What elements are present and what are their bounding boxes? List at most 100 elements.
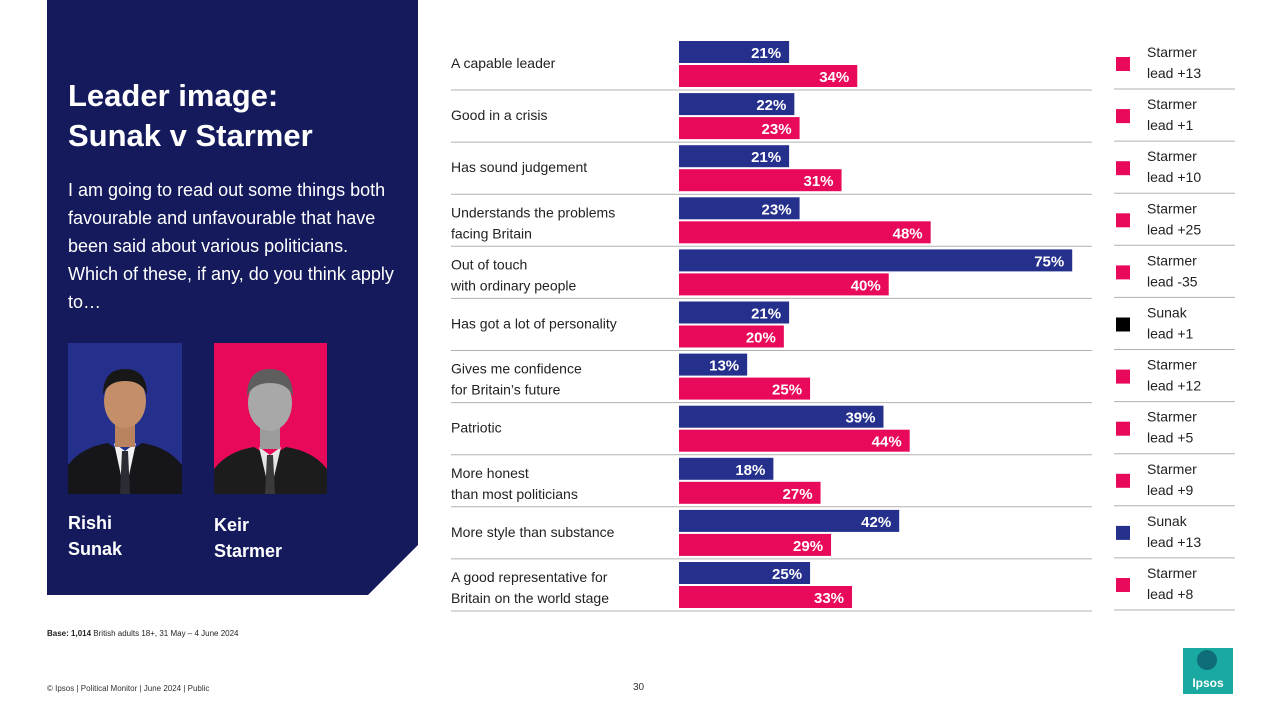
category-label: More honest [451, 465, 529, 481]
category-label: for Britain’s future [451, 382, 561, 398]
starmer-photo [214, 343, 327, 494]
lead-marker [1116, 473, 1130, 488]
starmer-name: Keir Starmer [214, 512, 282, 564]
category-label: A good representative for [451, 569, 608, 585]
lead-value: lead +13 [1147, 65, 1201, 81]
title-line-1: Leader image: [68, 78, 279, 113]
sunak-value-label: 25% [772, 566, 802, 583]
lead-leader: Starmer [1147, 148, 1197, 164]
sunak-value-label: 23% [762, 201, 792, 218]
sunak-value-label: 75% [1034, 253, 1064, 270]
sunak-portrait-icon [68, 369, 182, 494]
category-label: with ordinary people [450, 277, 577, 293]
title-panel [47, 0, 418, 595]
lead-marker [1116, 578, 1130, 592]
category-label: A capable leader [451, 55, 556, 71]
lead-leader: Starmer [1147, 252, 1197, 268]
lead-marker [1116, 317, 1130, 332]
sunak-value-label: 22% [756, 97, 786, 114]
sunak-value-label: 13% [709, 358, 739, 375]
footer-text: © Ipsos | Political Monitor | June 2024 … [47, 684, 210, 693]
starmer-value-label: 20% [746, 330, 776, 347]
starmer-value-label: 25% [772, 382, 802, 399]
lead-leader: Sunak [1147, 305, 1188, 321]
starmer-bar [679, 273, 889, 296]
sunak-value-label: 42% [861, 514, 891, 531]
page-number: 30 [633, 682, 645, 693]
sunak-first-name: Rishi [68, 513, 113, 533]
sunak-bar [679, 93, 795, 116]
starmer-bar [679, 65, 858, 87]
sunak-bar [679, 301, 790, 324]
sunak-name: Rishi Sunak [68, 510, 122, 562]
sunak-bar [679, 405, 884, 428]
base-label: Base: [47, 629, 69, 638]
lead-value: lead +12 [1147, 378, 1201, 394]
starmer-value-label: 34% [819, 69, 849, 86]
starmer-value-label: 44% [872, 434, 902, 451]
starmer-bar [679, 481, 821, 504]
sunak-photo [68, 343, 182, 494]
lead-marker [1116, 369, 1130, 384]
category-label: Gives me confidence [451, 361, 582, 377]
ipsos-logo-text: Ipsos [1192, 676, 1224, 690]
starmer-bar [679, 221, 931, 244]
sunak-value-label: 21% [751, 149, 781, 166]
lead-marker [1116, 525, 1130, 540]
category-label: facing Britain [451, 225, 532, 241]
lead-leader: Starmer [1147, 200, 1197, 216]
sunak-value-label: 39% [845, 410, 875, 427]
starmer-value-label: 31% [804, 173, 834, 190]
lead-marker [1116, 109, 1130, 124]
title-line-2: Sunak v Starmer [68, 118, 313, 153]
starmer-value-label: 27% [783, 486, 813, 503]
starmer-bar [679, 169, 842, 192]
starmer-last-name: Starmer [214, 541, 283, 561]
category-label: Understands the problems [451, 204, 615, 220]
ipsos-logo: Ipsos [1183, 648, 1233, 694]
sunak-value-label: 21% [751, 45, 781, 62]
ipsos-logo-icon [1197, 650, 1217, 670]
lead-leader: Sunak [1147, 513, 1188, 529]
starmer-bar [679, 429, 910, 452]
starmer-value-label: 48% [893, 225, 923, 242]
lead-value: lead +25 [1147, 221, 1201, 237]
lead-leader: Starmer [1147, 96, 1197, 112]
category-label: Britain on the world stage [451, 590, 609, 606]
lead-marker [1116, 213, 1130, 228]
lead-value: lead +1 [1147, 326, 1194, 342]
category-label: More style than substance [451, 524, 615, 540]
sunak-bar [679, 457, 774, 480]
lead-marker [1116, 421, 1130, 436]
starmer-bar [679, 377, 811, 400]
starmer-first-name: Keir [214, 515, 250, 535]
sunak-value-label: 18% [735, 462, 765, 479]
sunak-bar [679, 562, 811, 584]
starmer-portrait-icon [214, 369, 327, 494]
category-label: than most politicians [451, 486, 578, 502]
starmer-value-label: 33% [814, 590, 844, 607]
base-note: Base: 1,014 British adults 18+, 31 May –… [47, 629, 239, 638]
page-title: Leader image: Sunak v Starmer [68, 76, 313, 156]
starmer-bar [679, 325, 784, 348]
category-label: Patriotic [451, 420, 502, 436]
starmer-bar [679, 117, 800, 140]
starmer-value-label: 29% [793, 538, 823, 555]
lead-marker [1116, 265, 1130, 280]
survey-question: I am going to read out some things both … [68, 180, 394, 312]
lead-value: lead +5 [1147, 430, 1194, 446]
category-label: Has sound judgement [451, 159, 587, 175]
lead-leader: Starmer [1147, 461, 1197, 477]
lead-value: lead +9 [1147, 482, 1194, 498]
sunak-bar [679, 249, 1073, 272]
category-label: Has got a lot of personality [451, 316, 617, 332]
lead-value: lead +13 [1147, 534, 1201, 550]
sunak-bar [679, 509, 900, 532]
lead-marker [1116, 57, 1130, 71]
starmer-value-label: 23% [762, 121, 792, 138]
base-desc: British adults 18+, 31 May – 4 June 2024 [93, 629, 239, 638]
sunak-bar [679, 197, 800, 220]
lead-marker [1116, 161, 1130, 176]
sunak-value-label: 21% [751, 306, 781, 323]
